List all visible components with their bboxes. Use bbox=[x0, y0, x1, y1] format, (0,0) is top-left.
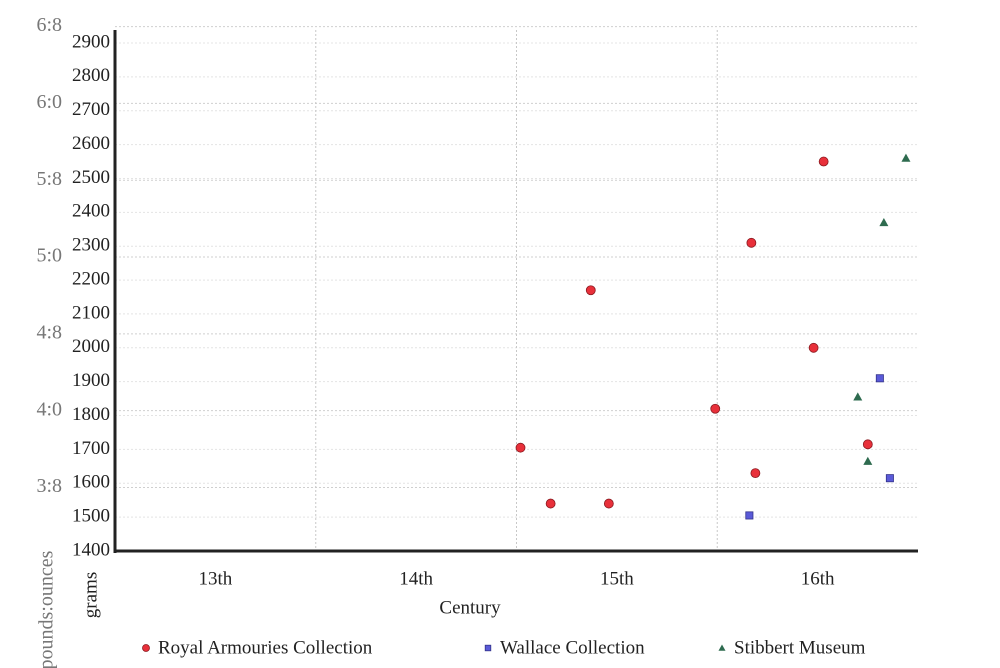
point bbox=[746, 237, 757, 248]
point bbox=[750, 468, 761, 479]
y-tick-label: 2200 bbox=[72, 268, 110, 289]
point bbox=[515, 442, 526, 453]
legend-label: Royal Armouries Collection bbox=[158, 637, 373, 658]
y-tick-label: 2900 bbox=[72, 31, 110, 52]
y-tick-label: 2800 bbox=[72, 65, 110, 86]
point bbox=[710, 403, 721, 414]
y2-tick-label: 5:0 bbox=[36, 245, 62, 267]
y-axis-label: grams bbox=[80, 572, 101, 618]
point bbox=[603, 498, 614, 509]
x-axis-label: Century bbox=[439, 597, 501, 618]
y-tick-label: 1600 bbox=[72, 472, 110, 493]
y-tick-label: 1800 bbox=[72, 404, 110, 425]
y2-tick-label: 5:8 bbox=[36, 168, 62, 190]
y2-axis-label: pounds:ounces bbox=[36, 550, 58, 668]
y-tick-label: 1700 bbox=[72, 438, 110, 459]
y-tick-label: 2600 bbox=[72, 133, 110, 154]
point bbox=[545, 498, 556, 509]
y-tick-label: 2300 bbox=[72, 235, 110, 256]
y-tick-label: 2400 bbox=[72, 201, 110, 222]
y-tick-label: 1900 bbox=[72, 370, 110, 391]
legend-label: Stibbert Museum bbox=[734, 637, 866, 658]
point bbox=[745, 511, 754, 520]
y2-tick-label: 6:8 bbox=[36, 14, 62, 36]
x-tick-label: 14th bbox=[399, 568, 433, 589]
y2-tick-label: 3:8 bbox=[36, 475, 62, 497]
point bbox=[853, 392, 863, 401]
y-tick-label: 2700 bbox=[72, 99, 110, 120]
x-tick-label: 15th bbox=[600, 568, 634, 589]
y2-tick-label: 6:0 bbox=[36, 91, 62, 113]
legend-marker bbox=[484, 644, 492, 652]
y-tick-label: 2000 bbox=[72, 336, 110, 357]
y-tick-label: 2500 bbox=[72, 167, 110, 188]
y-tick-label: 1400 bbox=[72, 539, 110, 560]
point bbox=[808, 342, 819, 353]
x-tick-label: 13th bbox=[198, 568, 232, 589]
legend-marker bbox=[142, 644, 150, 652]
legend-marker bbox=[718, 644, 726, 651]
x-tick-label: 16th bbox=[801, 568, 835, 589]
y2-tick-label: 4:0 bbox=[36, 398, 62, 420]
legend-label: Wallace Collection bbox=[500, 637, 645, 658]
y-tick-label: 1500 bbox=[72, 505, 110, 526]
point bbox=[901, 153, 911, 162]
y2-tick-label: 4:8 bbox=[36, 321, 62, 343]
point bbox=[885, 474, 894, 483]
y-tick-label: 2100 bbox=[72, 302, 110, 323]
point bbox=[585, 285, 596, 296]
point bbox=[862, 439, 873, 450]
point bbox=[875, 374, 884, 383]
point bbox=[863, 456, 873, 465]
point bbox=[879, 217, 889, 227]
point bbox=[818, 156, 829, 167]
